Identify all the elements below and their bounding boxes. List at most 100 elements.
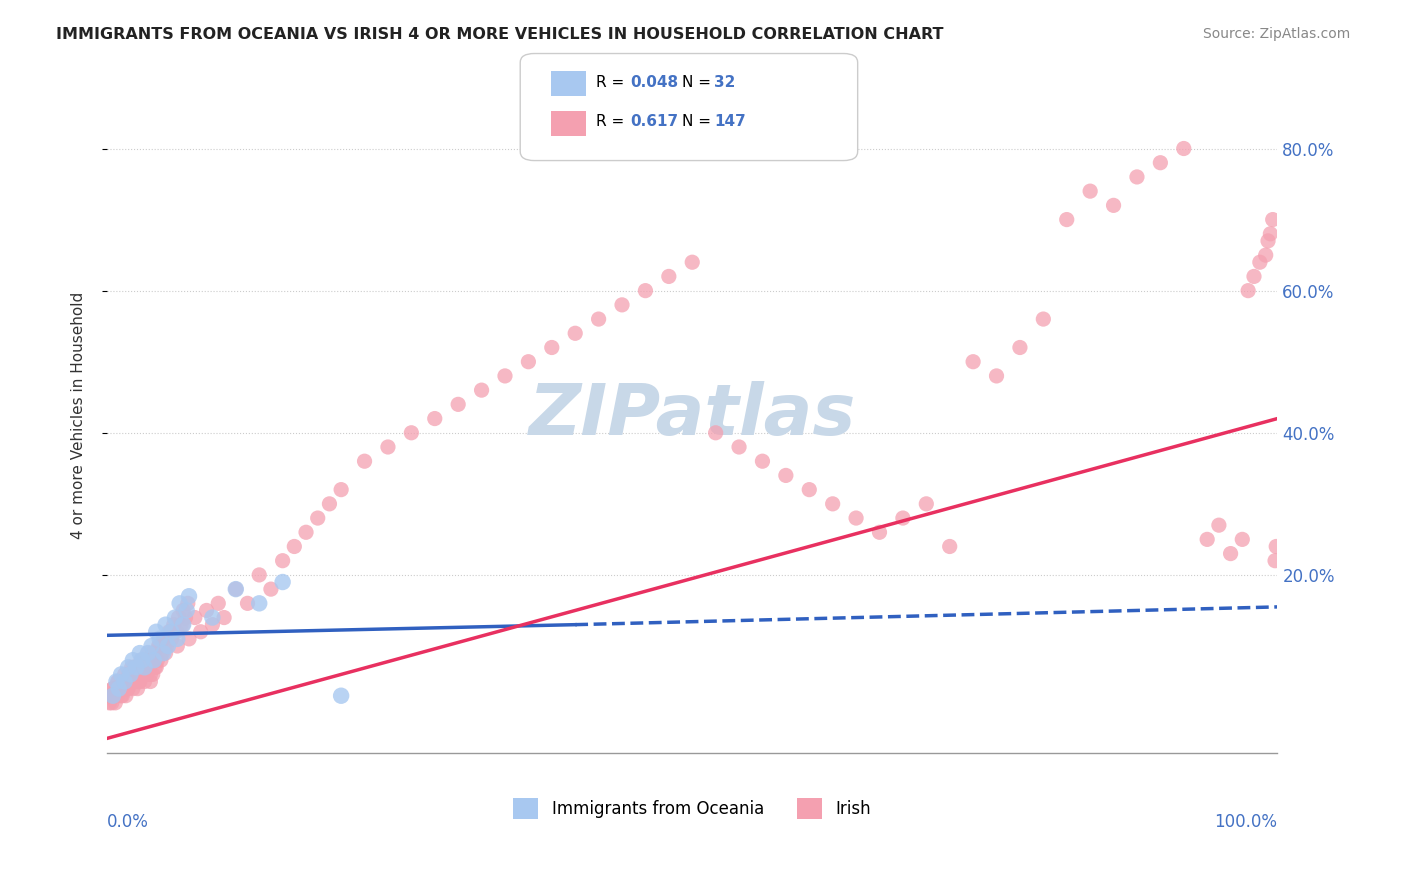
Legend: Immigrants from Oceania, Irish: Immigrants from Oceania, Irish — [506, 791, 877, 825]
Point — [136, 646, 159, 660]
Point — [105, 674, 128, 689]
Point — [1056, 212, 1078, 227]
Point — [157, 624, 180, 639]
Text: 32: 32 — [714, 75, 735, 89]
Point — [104, 689, 127, 703]
Point — [634, 284, 657, 298]
Point — [125, 660, 148, 674]
Point — [98, 696, 121, 710]
Point — [564, 326, 586, 341]
Text: ZIPatlas: ZIPatlas — [529, 381, 856, 450]
Point — [190, 624, 212, 639]
Point — [117, 660, 139, 674]
Text: Source: ZipAtlas.com: Source: ZipAtlas.com — [1202, 27, 1350, 41]
Point — [118, 667, 141, 681]
Point — [201, 610, 224, 624]
Point — [1237, 284, 1260, 298]
Point — [225, 582, 247, 596]
Point — [295, 525, 318, 540]
Point — [101, 681, 124, 696]
Point — [247, 596, 270, 610]
Point — [142, 667, 165, 681]
Point — [114, 674, 136, 689]
Point — [891, 511, 914, 525]
Point — [471, 383, 494, 397]
Point — [107, 674, 129, 689]
Point — [494, 368, 516, 383]
Point — [120, 667, 142, 681]
Point — [141, 653, 163, 667]
Point — [1257, 234, 1279, 248]
Point — [152, 632, 174, 646]
Point — [135, 667, 157, 681]
Point — [176, 603, 198, 617]
Point — [128, 674, 150, 689]
Point — [775, 468, 797, 483]
Point — [517, 355, 540, 369]
Point — [271, 554, 294, 568]
Point — [115, 681, 138, 696]
Point — [105, 681, 128, 696]
Point — [136, 660, 159, 674]
Point — [120, 674, 142, 689]
Point — [156, 639, 179, 653]
Point — [128, 674, 150, 689]
Point — [212, 610, 235, 624]
Text: 100.0%: 100.0% — [1215, 814, 1278, 831]
Point — [163, 610, 186, 624]
Point — [135, 653, 157, 667]
Point — [166, 639, 188, 653]
Point — [1173, 141, 1195, 155]
Point — [104, 696, 127, 710]
Point — [751, 454, 773, 468]
Point — [136, 646, 159, 660]
Point — [155, 617, 177, 632]
Text: N =: N = — [682, 114, 716, 128]
Point — [540, 341, 562, 355]
Y-axis label: 4 or more Vehicles in Household: 4 or more Vehicles in Household — [72, 292, 86, 539]
Point — [146, 653, 169, 667]
Point — [122, 667, 145, 681]
Point — [447, 397, 470, 411]
Point — [107, 674, 129, 689]
Point — [114, 689, 136, 703]
Point — [1232, 533, 1254, 547]
Point — [845, 511, 868, 525]
Point — [127, 681, 149, 696]
Point — [1265, 540, 1288, 554]
Point — [114, 674, 136, 689]
Point — [986, 368, 1008, 383]
Point — [111, 674, 134, 689]
Point — [165, 624, 187, 639]
Point — [100, 689, 122, 703]
Point — [134, 674, 156, 689]
Point — [207, 596, 229, 610]
Point — [658, 269, 681, 284]
Point — [330, 483, 353, 497]
Point — [101, 681, 124, 696]
Text: 147: 147 — [714, 114, 747, 128]
Point — [163, 617, 186, 632]
Point — [139, 674, 162, 689]
Point — [128, 646, 150, 660]
Point — [1264, 554, 1286, 568]
Text: N =: N = — [682, 75, 716, 89]
Point — [121, 653, 143, 667]
Point — [121, 674, 143, 689]
Point — [1243, 269, 1265, 284]
Point — [799, 483, 821, 497]
Point — [174, 610, 197, 624]
Point — [141, 639, 163, 653]
Point — [149, 653, 172, 667]
Point — [1254, 248, 1277, 262]
Point — [169, 596, 191, 610]
Point — [195, 603, 218, 617]
Point — [100, 696, 122, 710]
Point — [115, 674, 138, 689]
Point — [117, 681, 139, 696]
Point — [1219, 547, 1241, 561]
Point — [1126, 169, 1149, 184]
Point — [142, 646, 165, 660]
Point — [134, 660, 156, 674]
Point — [588, 312, 610, 326]
